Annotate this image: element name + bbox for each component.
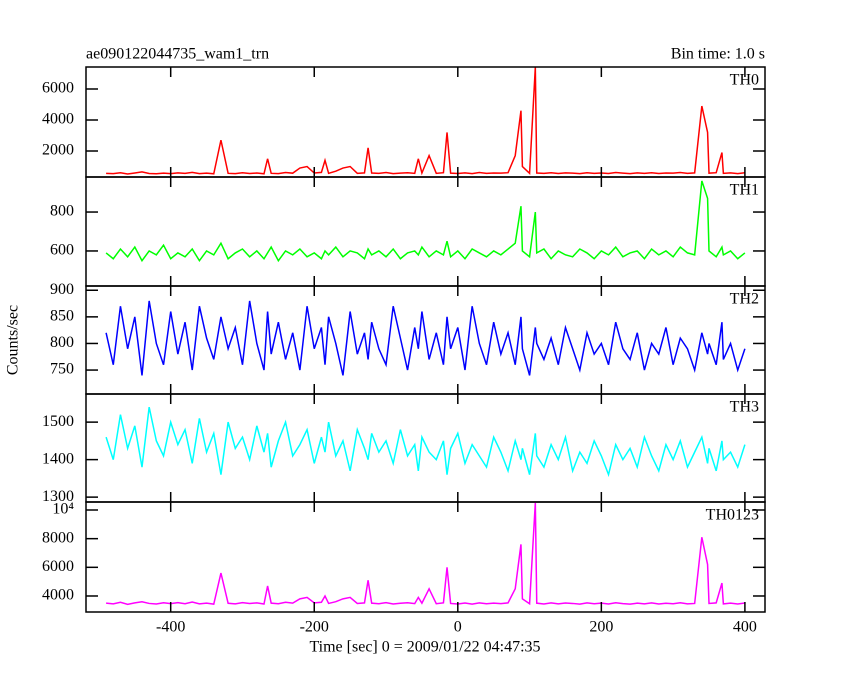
chart-title: ae090122044735_wam1_trn bbox=[86, 46, 269, 63]
light-curve bbox=[105, 406, 746, 478]
panel-label: TH3 bbox=[730, 399, 759, 416]
bin-time: Bin time: 1.0 s bbox=[671, 46, 765, 63]
panel-label: TH2 bbox=[730, 291, 759, 308]
panel-label: TH0123 bbox=[706, 507, 759, 524]
y-tick-label: 800 bbox=[50, 334, 74, 351]
panel-label: TH0 bbox=[730, 72, 759, 89]
panel-frame bbox=[85, 66, 766, 178]
x-tick-label: 0 bbox=[454, 619, 462, 636]
y-tick-label: 600 bbox=[50, 242, 74, 259]
panel-frame bbox=[85, 501, 766, 613]
y-tick-label: 1500 bbox=[42, 413, 74, 430]
panel-label: TH1 bbox=[730, 182, 759, 199]
y-tick-label: 6000 bbox=[42, 80, 74, 97]
y-tick-label: 10⁴ bbox=[52, 501, 74, 518]
y-tick-label: 4000 bbox=[42, 587, 74, 604]
panel-frame bbox=[85, 176, 766, 287]
y-tick-label: 900 bbox=[50, 281, 74, 298]
y-axis-label: Counts/sec bbox=[5, 305, 22, 375]
y-tick-label: 4000 bbox=[42, 111, 74, 128]
x-tick-label: 200 bbox=[589, 619, 613, 636]
y-tick-label: 1300 bbox=[42, 488, 74, 505]
light-curve bbox=[106, 67, 745, 176]
x-tick-label: -200 bbox=[300, 619, 329, 636]
y-tick-label: 8000 bbox=[42, 529, 74, 546]
light-curve bbox=[105, 180, 746, 263]
light-curve bbox=[106, 502, 746, 606]
x-tick-label: 400 bbox=[733, 619, 757, 636]
light-curve bbox=[105, 300, 746, 376]
y-tick-label: 750 bbox=[50, 361, 74, 378]
x-tick-label: -400 bbox=[156, 619, 185, 636]
y-tick-label: 850 bbox=[50, 308, 74, 325]
y-tick-label: 1400 bbox=[42, 450, 74, 467]
y-tick-label: 2000 bbox=[42, 142, 74, 159]
x-axis-label: Time [sec] 0 = 2009/01/22 04:47:35 bbox=[309, 639, 540, 656]
y-tick-label: 800 bbox=[50, 203, 74, 220]
panel-frame bbox=[85, 393, 766, 503]
y-tick-label: 6000 bbox=[42, 558, 74, 575]
